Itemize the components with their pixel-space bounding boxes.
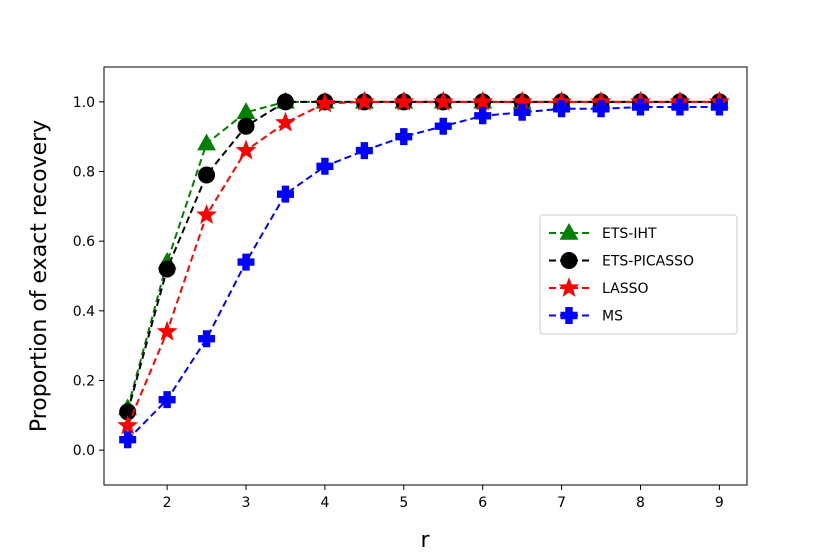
legend-box (539, 214, 738, 335)
data-point (513, 103, 531, 121)
x-tick-label: 3 (242, 495, 251, 511)
data-point (197, 133, 216, 151)
x-tick-label: 6 (478, 495, 487, 511)
legend-label: MS (602, 309, 623, 325)
legend-item: LASSO (549, 277, 649, 297)
data-point (316, 157, 334, 175)
data-point (353, 90, 375, 111)
data-point (671, 98, 689, 116)
y-tick-label: 1.0 (73, 95, 95, 111)
legend-item: ETS-IHT (549, 222, 657, 242)
series-layer (117, 90, 730, 449)
data-point (198, 166, 216, 184)
series-ms (119, 98, 728, 449)
legend-marker (558, 277, 580, 297)
data-point (631, 98, 649, 116)
data-point (117, 414, 139, 435)
data-point (553, 100, 571, 118)
y-axis-title: Proportion of exact recovery (27, 120, 52, 432)
series-line (126, 100, 720, 427)
data-point (710, 98, 728, 116)
data-point (158, 391, 176, 409)
data-point (276, 185, 294, 203)
x-axis-title: r (420, 528, 430, 553)
legend: ETS-IHT ETS-PICASSO LASSO MS (539, 214, 738, 335)
y-tick-label: 0.0 (73, 443, 95, 459)
data-point (434, 117, 452, 135)
data-point (158, 260, 176, 278)
x-tick-label: 9 (715, 495, 724, 511)
data-point (198, 330, 216, 348)
data-point (395, 128, 413, 146)
data-point (314, 92, 336, 113)
legend-item: MS (549, 307, 623, 325)
data-point (235, 139, 257, 160)
data-point (276, 93, 294, 111)
x-tick-label: 5 (399, 495, 408, 511)
legend-marker (560, 307, 578, 324)
legend-item: ETS-PICASSO (549, 252, 694, 270)
data-point (196, 204, 217, 224)
legend-label: ETS-IHT (602, 226, 657, 242)
x-tick-label: 7 (557, 495, 566, 511)
legend-label: ETS-PICASSO (602, 254, 694, 270)
axis-ticks: 2 3 4 5 6 7 8 9 0.0 0.2 0.4 0.6 0.8 1.0 (73, 95, 724, 511)
data-point (119, 431, 137, 449)
x-tick-label: 8 (636, 495, 645, 511)
data-point (393, 90, 415, 111)
series-line (126, 100, 720, 409)
x-tick-label: 2 (163, 495, 172, 511)
data-point (275, 111, 296, 132)
data-point (156, 320, 178, 341)
data-point (355, 142, 373, 160)
legend-marker (560, 252, 578, 269)
data-point (472, 90, 494, 111)
y-tick-label: 0.8 (73, 165, 95, 181)
y-tick-label: 0.2 (73, 374, 95, 390)
x-tick-label: 4 (320, 495, 329, 511)
plot-area-frame (103, 66, 748, 486)
data-point (592, 100, 610, 118)
data-point (237, 117, 255, 135)
data-point (237, 253, 255, 271)
data-point (474, 107, 492, 125)
y-tick-label: 0.6 (73, 234, 95, 250)
series-line (126, 106, 720, 441)
data-point (432, 90, 454, 111)
y-tick-label: 0.4 (73, 304, 95, 320)
legend-marker (559, 222, 579, 240)
legend-label: LASSO (602, 281, 649, 297)
